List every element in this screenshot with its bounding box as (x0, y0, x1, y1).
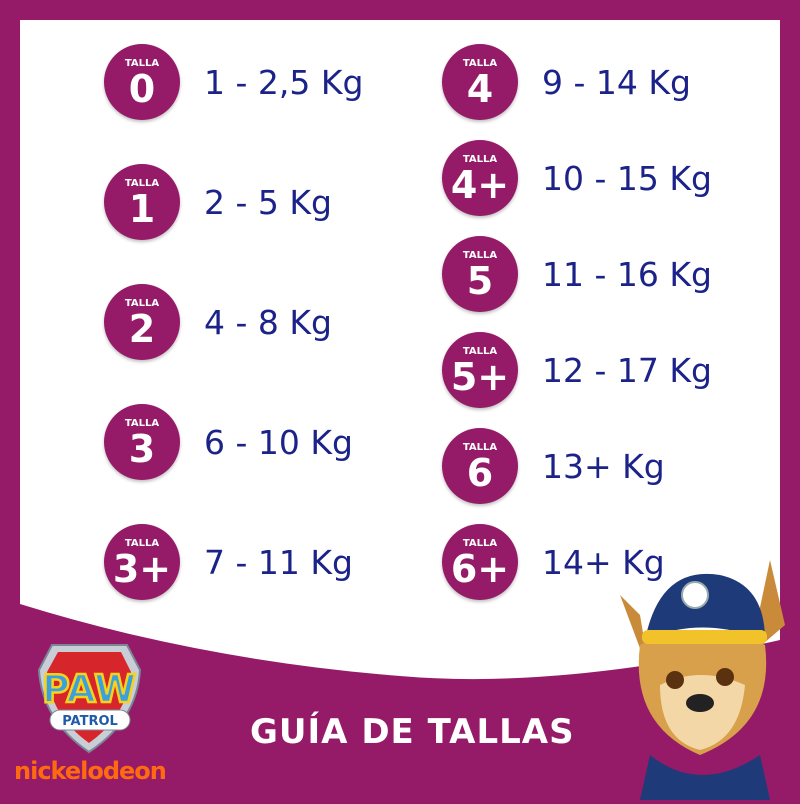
weight-range: 1 - 2,5 Kg (204, 62, 364, 102)
size-badge: TALLA 6 (442, 428, 518, 504)
size-badge: TALLA 1 (104, 164, 180, 240)
weight-range: 4 - 8 Kg (204, 302, 332, 342)
weight-range: 12 - 17 Kg (542, 350, 712, 390)
size-number: 4+ (450, 163, 510, 207)
size-number: 2 (128, 307, 156, 351)
size-number: 1 (128, 187, 156, 231)
chase-character-image (600, 555, 800, 804)
badge-label: TALLA (124, 538, 160, 549)
size-badge: TALLA 4 (442, 44, 518, 120)
logo-patrol-text: PATROL (62, 714, 118, 729)
size-badge: TALLA 3 (104, 404, 180, 480)
size-badge: TALLA 4+ (442, 140, 518, 216)
weight-range: 10 - 15 Kg (542, 158, 712, 198)
size-badge: TALLA 5+ (442, 332, 518, 408)
badge-label: TALLA (124, 178, 160, 189)
badge-label: TALLA (462, 538, 498, 549)
badge-label: TALLA (462, 250, 498, 261)
badge-label: TALLA (462, 442, 498, 453)
svg-text:PAW: PAW (42, 667, 136, 711)
size-row: TALLA 3 6 - 10 Kg (104, 404, 353, 480)
size-row: TALLA 5+ 12 - 17 Kg (442, 332, 712, 408)
size-row: TALLA 3+ 7 - 11 Kg (104, 524, 353, 600)
weight-range: 11 - 16 Kg (542, 254, 712, 294)
size-number: 5 (466, 259, 494, 303)
size-badge: TALLA 3+ (104, 524, 180, 600)
size-number: 3+ (112, 547, 172, 591)
badge-label: TALLA (462, 346, 498, 357)
weight-range: 9 - 14 Kg (542, 62, 691, 102)
badge-label: TALLA (462, 58, 498, 69)
size-number: 6 (466, 451, 494, 495)
size-row: TALLA 0 1 - 2,5 Kg (104, 44, 363, 120)
size-row: TALLA 1 2 - 5 Kg (104, 164, 332, 240)
badge-label: TALLA (124, 58, 160, 69)
weight-range: 7 - 11 Kg (204, 542, 353, 582)
paw-patrol-logo: PAW PATROL (22, 640, 157, 759)
size-row: TALLA 2 4 - 8 Kg (104, 284, 332, 360)
size-row: TALLA 6+ 14+ Kg (442, 524, 665, 600)
size-badge: TALLA 5 (442, 236, 518, 312)
size-number: 3 (128, 427, 156, 471)
size-badge: TALLA 6+ (442, 524, 518, 600)
weight-range: 6 - 10 Kg (204, 422, 353, 462)
size-row: TALLA 5 11 - 16 Kg (442, 236, 712, 312)
badge-label: TALLA (124, 298, 160, 309)
nickelodeon-logo: nickelodeon (14, 757, 167, 785)
size-number: 5+ (450, 355, 510, 399)
size-row: TALLA 4+ 10 - 15 Kg (442, 140, 712, 216)
size-row: TALLA 6 13+ Kg (442, 428, 665, 504)
size-badge: TALLA 2 (104, 284, 180, 360)
weight-range: 14+ Kg (542, 542, 665, 582)
page-title: GUÍA DE TALLAS (250, 712, 575, 752)
size-row: TALLA 4 9 - 14 Kg (442, 44, 691, 120)
badge-label: TALLA (462, 154, 498, 165)
size-badge: TALLA 0 (104, 44, 180, 120)
size-number: 4 (466, 67, 494, 111)
size-number: 6+ (450, 547, 510, 591)
badge-label: TALLA (124, 418, 160, 429)
size-number: 0 (128, 67, 156, 111)
weight-range: 2 - 5 Kg (204, 182, 332, 222)
weight-range: 13+ Kg (542, 446, 665, 486)
